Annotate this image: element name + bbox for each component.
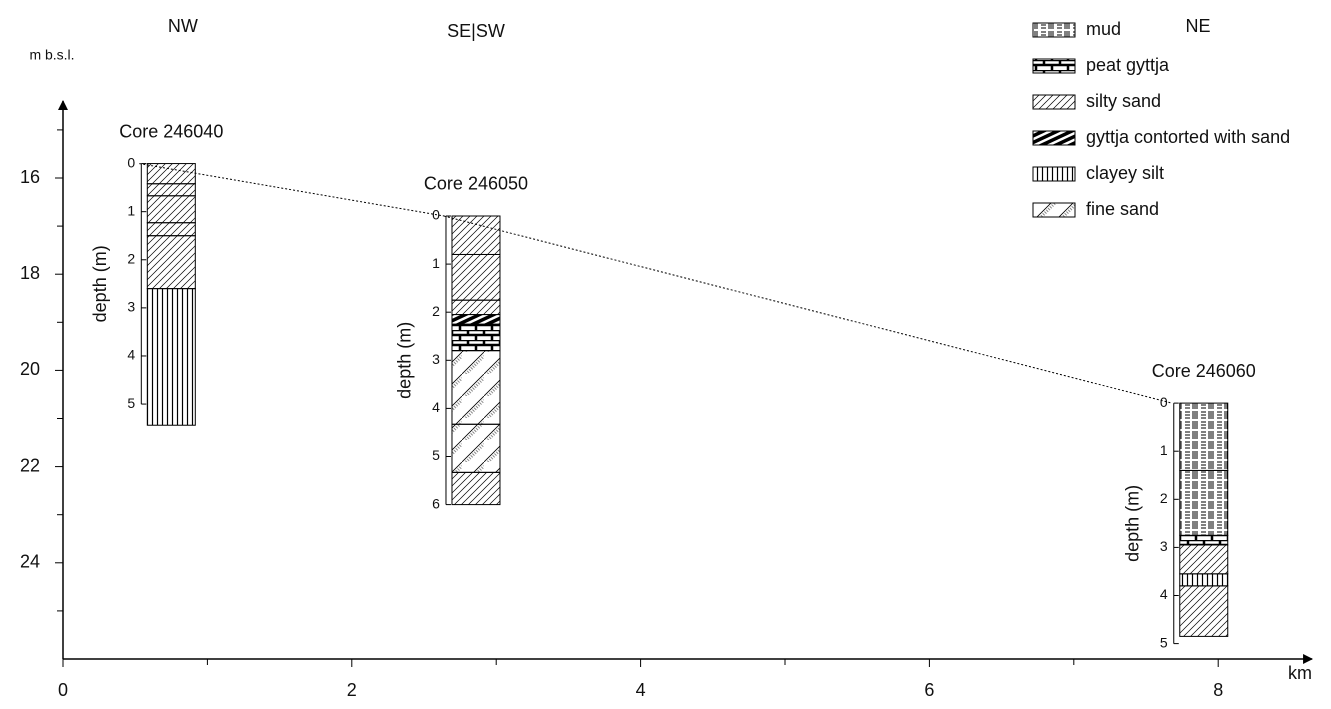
depth-tick-label: 5 bbox=[127, 395, 135, 411]
core-layer bbox=[147, 289, 195, 426]
y-tick-label: 18 bbox=[20, 263, 40, 283]
core-layer bbox=[1180, 470, 1228, 535]
legend-swatch bbox=[1033, 167, 1075, 181]
core-layer bbox=[1180, 545, 1228, 574]
core-layer bbox=[452, 324, 500, 350]
depth-tick-label: 2 bbox=[127, 250, 135, 266]
core-layer bbox=[452, 254, 500, 300]
core-layer bbox=[452, 216, 500, 254]
y-tick-label: 16 bbox=[20, 167, 40, 187]
depth-tick-label: 0 bbox=[1160, 394, 1168, 410]
y-axis-label: m b.s.l. bbox=[29, 47, 74, 63]
depth-tick-label: 4 bbox=[1160, 586, 1168, 602]
depth-tick-label: 1 bbox=[1160, 442, 1168, 458]
depth-tick-label: 1 bbox=[432, 255, 440, 271]
diagram: m b.s.l.km161820222402468NWSE|SWNEmudpea… bbox=[0, 0, 1331, 704]
legend-label: mud bbox=[1086, 19, 1121, 39]
core-layer bbox=[452, 472, 500, 504]
page: {"directions":[{"label":"NW","km":0.83},… bbox=[0, 0, 1331, 709]
core-layer bbox=[1180, 574, 1228, 586]
core-title: Core 246050 bbox=[424, 174, 528, 194]
legend-swatch bbox=[1033, 95, 1075, 109]
depth-tick-label: 3 bbox=[1160, 538, 1168, 554]
y-tick-label: 24 bbox=[20, 552, 40, 572]
x-tick-label: 2 bbox=[347, 680, 357, 700]
depth-tick-label: 6 bbox=[432, 495, 440, 511]
core-layer bbox=[452, 300, 500, 314]
core-layer bbox=[452, 351, 500, 425]
x-tick-label: 6 bbox=[924, 680, 934, 700]
core-layer bbox=[452, 315, 500, 325]
core-layer bbox=[1180, 586, 1228, 637]
depth-label: depth (m) bbox=[1123, 485, 1143, 562]
depth-tick-label: 2 bbox=[432, 303, 440, 319]
depth-tick-label: 0 bbox=[432, 207, 440, 223]
direction-label: SE|SW bbox=[447, 21, 505, 41]
core-title: Core 246060 bbox=[1152, 361, 1256, 381]
depth-tick-label: 0 bbox=[127, 154, 135, 170]
y-tick-label: 20 bbox=[20, 359, 40, 379]
core-layer bbox=[452, 424, 500, 472]
x-tick-label: 8 bbox=[1213, 680, 1223, 700]
core-layer bbox=[1180, 403, 1228, 470]
depth-label: depth (m) bbox=[395, 322, 415, 399]
legend-label: peat gyttja bbox=[1086, 55, 1170, 75]
core-layer bbox=[147, 223, 195, 236]
depth-tick-label: 3 bbox=[127, 299, 135, 315]
depth-tick-label: 3 bbox=[432, 351, 440, 367]
legend-swatch bbox=[1033, 203, 1075, 217]
legend-label: gyttja contorted with sand bbox=[1086, 127, 1290, 147]
depth-tick-label: 1 bbox=[127, 202, 135, 218]
x-axis-label: km bbox=[1288, 663, 1312, 683]
legend-label: fine sand bbox=[1086, 199, 1159, 219]
legend-swatch bbox=[1033, 131, 1075, 145]
core-layer bbox=[1180, 535, 1228, 545]
core-title: Core 246040 bbox=[119, 121, 223, 141]
core-layer bbox=[147, 236, 195, 289]
legend-label: silty sand bbox=[1086, 91, 1161, 111]
legend-label: clayey silt bbox=[1086, 163, 1164, 183]
core-layer bbox=[147, 164, 195, 184]
depth-tick-label: 2 bbox=[1160, 490, 1168, 506]
correlation-line bbox=[444, 216, 1172, 403]
direction-label: NW bbox=[168, 16, 198, 36]
core-layer bbox=[147, 196, 195, 223]
depth-label: depth (m) bbox=[90, 245, 110, 322]
depth-tick-label: 4 bbox=[432, 399, 440, 415]
direction-label: NE bbox=[1185, 16, 1210, 36]
legend-swatch bbox=[1033, 23, 1075, 37]
x-tick-label: 0 bbox=[58, 680, 68, 700]
y-tick-label: 22 bbox=[20, 455, 40, 475]
core-layer bbox=[147, 184, 195, 196]
depth-tick-label: 5 bbox=[1160, 634, 1168, 650]
x-tick-label: 4 bbox=[636, 680, 646, 700]
depth-tick-label: 5 bbox=[432, 447, 440, 463]
depth-tick-label: 4 bbox=[127, 347, 135, 363]
legend-swatch bbox=[1033, 59, 1075, 73]
